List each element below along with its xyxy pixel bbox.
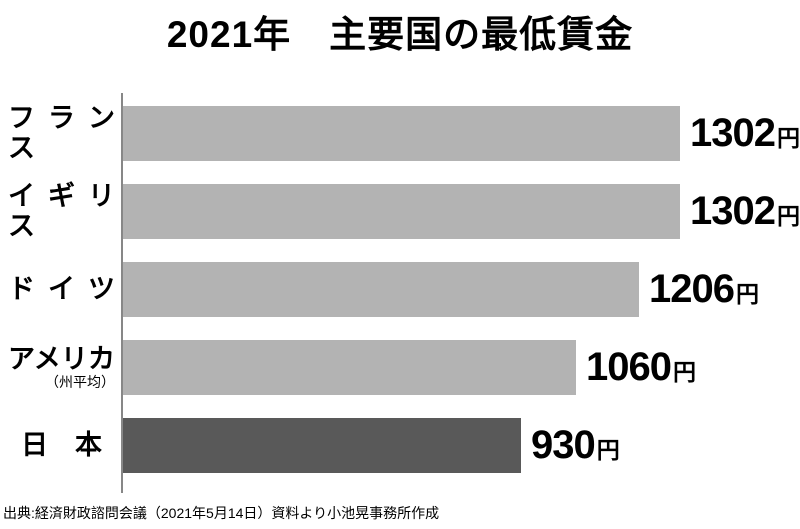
chart-row: イギリス 1302 円 [0, 182, 800, 240]
category-label: 日 本 [21, 429, 102, 460]
value-number: 1060 [586, 345, 672, 389]
value-number: 1302 [690, 111, 776, 155]
value-label: 930 円 [531, 423, 620, 468]
y-axis-line [121, 93, 123, 493]
source-note: 出典:経済財政諮問会議（2021年5月14日）資料より小池晃事務所作成 [3, 505, 440, 521]
bar [123, 418, 521, 473]
category-label: イギリス [8, 181, 115, 241]
bar [123, 262, 639, 317]
category-label-wrap: ドイツ [0, 273, 123, 304]
chart-title: 2021年 主要国の最低賃金 [166, 14, 634, 55]
bar [123, 184, 680, 239]
value-number: 930 [531, 423, 596, 467]
bar-area: 1060 円 [123, 340, 800, 395]
bar [123, 340, 576, 395]
value-unit: 円 [672, 359, 696, 385]
bar [123, 106, 680, 161]
category-sublabel: （州平均） [45, 373, 115, 390]
chart-row: 日 本 930 円 [0, 418, 800, 473]
chart-row: フランス 1302 円 [0, 104, 800, 162]
category-label: ドイツ [8, 273, 115, 304]
bar-area: 1302 円 [123, 184, 800, 239]
category-label: アメリカ [8, 343, 115, 374]
value-unit: 円 [776, 125, 800, 151]
value-unit: 円 [596, 437, 620, 463]
value-number: 1302 [690, 189, 776, 233]
category-label-wrap: アメリカ （州平均） [0, 343, 123, 391]
chart-row: ドイツ 1206 円 [0, 262, 800, 317]
chart-rows: フランス 1302 円イギリス 1302 円ドイツ 1206 円アメリカ （州平均） 1060 円… [0, 104, 800, 496]
value-label: 1302 円 [690, 189, 800, 234]
category-label-wrap: 日 本 [0, 429, 123, 460]
category-label-wrap: イギリス [0, 182, 123, 240]
category-label-wrap: フランス [0, 104, 123, 162]
value-unit: 円 [776, 203, 800, 229]
value-label: 1060 円 [586, 345, 696, 390]
value-unit: 円 [735, 281, 759, 307]
category-label: フランス [8, 103, 115, 163]
chart-row: アメリカ （州平均） 1060 円 [0, 340, 800, 395]
value-label: 1206 円 [649, 267, 759, 312]
bar-chart: フランス 1302 円イギリス 1302 円ドイツ 1206 円アメリカ （州平均） 1060 円… [0, 93, 800, 493]
bar-area: 1302 円 [123, 106, 800, 161]
bar-area: 930 円 [123, 418, 800, 473]
value-number: 1206 [649, 267, 735, 311]
bar-area: 1206 円 [123, 262, 800, 317]
value-label: 1302 円 [690, 111, 800, 156]
